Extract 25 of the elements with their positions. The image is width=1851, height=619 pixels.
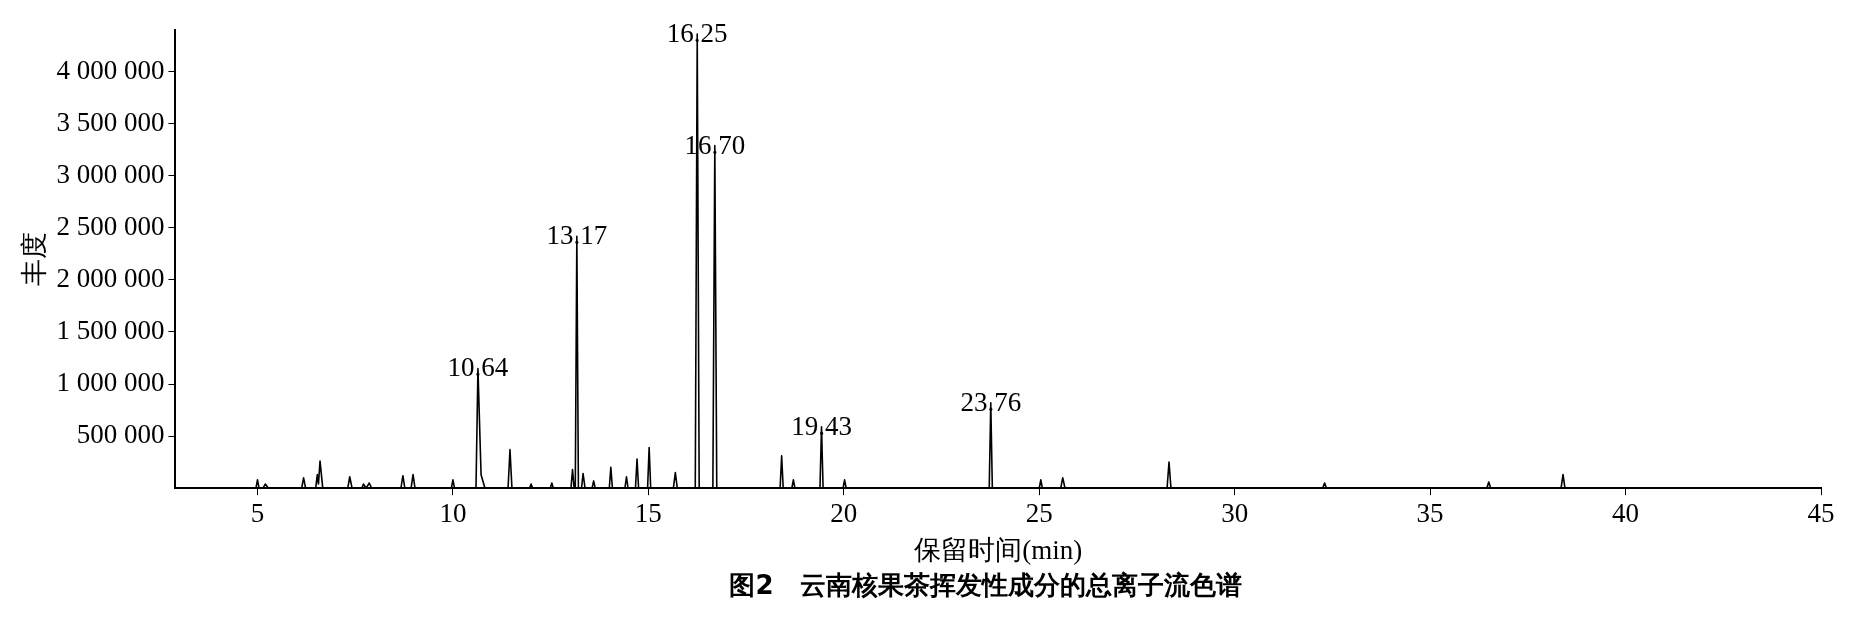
x-tick-label: 20 bbox=[830, 498, 858, 529]
x-tick-label: 15 bbox=[634, 498, 662, 529]
y-tick-label: 2 500 000 bbox=[56, 210, 165, 241]
x-tick-label: 10 bbox=[439, 498, 467, 529]
y-tick-label: 3 000 000 bbox=[56, 158, 165, 189]
y-tick-label: 500 000 bbox=[76, 419, 165, 450]
annotation: 23.76 bbox=[960, 386, 1022, 417]
text: 图2 云南核果茶挥发性成分的总离子流色谱 bbox=[728, 569, 1243, 602]
y-tick-label: 3 500 000 bbox=[56, 106, 165, 137]
x-tick-label: 40 bbox=[1612, 498, 1640, 529]
y-axis-title: 丰度 bbox=[19, 232, 50, 287]
x-tick-label: 5 bbox=[250, 498, 265, 529]
x-tick-label: 45 bbox=[1807, 498, 1835, 529]
x-tick-label: 35 bbox=[1416, 498, 1444, 529]
y-tick-label: 1 500 000 bbox=[56, 315, 165, 346]
annotation: 16.25 bbox=[666, 18, 728, 49]
x-axis-title: 保留时间(min) bbox=[914, 534, 1083, 565]
annotation: 19.43 bbox=[791, 410, 852, 441]
annotation: 10.64 bbox=[447, 352, 509, 383]
x-tick-label: 25 bbox=[1025, 498, 1053, 529]
x-tick-label: 30 bbox=[1221, 498, 1249, 529]
y-tick-label: 2 000 000 bbox=[56, 263, 165, 294]
annotation: 13.17 bbox=[546, 220, 608, 251]
y-tick-label: 4 000 000 bbox=[56, 54, 165, 85]
y-tick-label: 1 000 000 bbox=[56, 367, 165, 398]
